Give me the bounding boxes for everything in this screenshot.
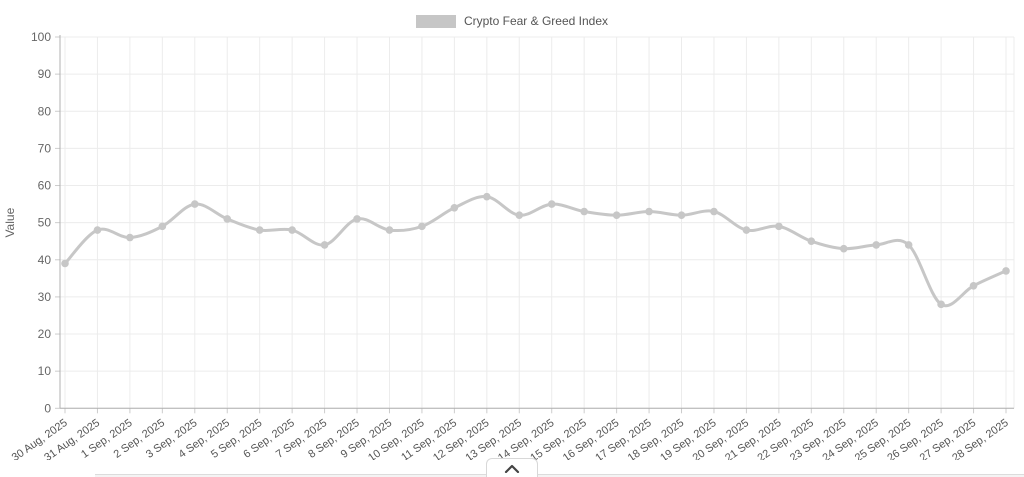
legend-swatch bbox=[415, 14, 456, 28]
y-tick-label: 70 bbox=[38, 141, 52, 155]
y-tick-label: 40 bbox=[38, 253, 52, 267]
chart-data-point[interactable] bbox=[1002, 267, 1010, 275]
chart-data-point[interactable] bbox=[385, 226, 394, 234]
y-tick-label: 20 bbox=[38, 327, 52, 341]
y-tick-label: 0 bbox=[44, 401, 51, 415]
collapsed-panel-divider bbox=[95, 474, 1024, 477]
y-tick-label: 50 bbox=[38, 216, 52, 230]
chart-data-point[interactable] bbox=[190, 200, 199, 208]
chart-data-point[interactable] bbox=[255, 226, 264, 234]
chart-data-point[interactable] bbox=[839, 244, 848, 253]
y-tick-label: 30 bbox=[38, 290, 52, 304]
chart-data-point[interactable] bbox=[418, 222, 426, 231]
chart-data-point[interactable] bbox=[126, 233, 134, 242]
chart-data-point[interactable] bbox=[807, 237, 816, 246]
chart-area: 0 10 20 30 40 50 60 70 80 90 100 30 Aug, 2025 31 Aug… bbox=[3, 30, 1015, 464]
chart-data-point[interactable] bbox=[320, 241, 329, 249]
y-tick-label: 100 bbox=[31, 30, 51, 44]
y-tick-label: 90 bbox=[38, 67, 52, 81]
chart-data-point[interactable] bbox=[612, 211, 621, 220]
chart-data-point[interactable] bbox=[223, 215, 232, 223]
y-tick-label: 10 bbox=[38, 364, 52, 378]
chart-data-point[interactable] bbox=[742, 226, 751, 234]
chart-data-point[interactable] bbox=[483, 192, 491, 201]
chart-data-point[interactable] bbox=[904, 241, 913, 249]
chart-data-point[interactable] bbox=[93, 226, 102, 234]
chart-data-point[interactable] bbox=[353, 215, 361, 223]
chart-data-point[interactable] bbox=[969, 281, 978, 290]
y-tick-label: 80 bbox=[38, 104, 52, 118]
legend-item[interactable]: Crypto Fear & Greed Index bbox=[0, 12, 1024, 30]
chart-data-point[interactable] bbox=[677, 211, 686, 220]
chart-data-point[interactable] bbox=[580, 207, 588, 216]
chart-data-point[interactable] bbox=[450, 203, 459, 212]
y-tick-label: 60 bbox=[38, 179, 52, 193]
chart-data-point[interactable] bbox=[645, 207, 653, 216]
chart-data-point[interactable] bbox=[158, 222, 167, 231]
chart-data-point[interactable] bbox=[61, 259, 69, 268]
chart-data-point[interactable] bbox=[288, 226, 296, 234]
chevron-up-icon bbox=[504, 464, 520, 473]
chart-data-point[interactable] bbox=[937, 300, 945, 309]
legend-label: Crypto Fear & Greed Index bbox=[463, 13, 609, 28]
chart-data-point[interactable] bbox=[710, 207, 718, 216]
chart-data-point[interactable] bbox=[775, 222, 783, 231]
y-axis-title: Value bbox=[3, 207, 17, 237]
chart-data-point[interactable] bbox=[872, 241, 881, 249]
chart-line-series bbox=[63, 195, 1008, 308]
expand-panel-button[interactable] bbox=[486, 458, 538, 477]
chart-data-point[interactable] bbox=[515, 211, 524, 220]
chart-data-point[interactable] bbox=[547, 200, 556, 208]
